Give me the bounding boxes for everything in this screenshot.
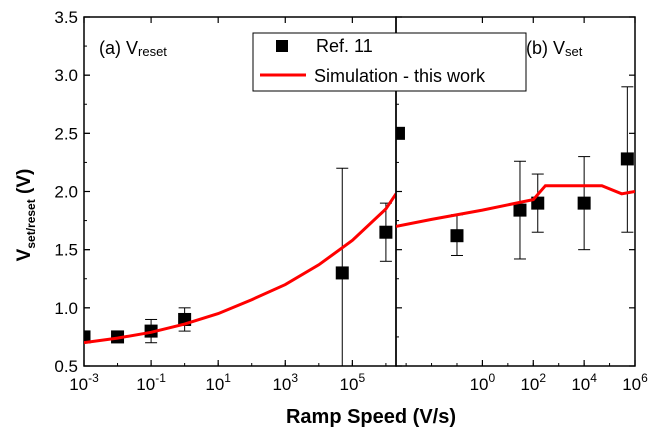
- x-tick-label: 103: [272, 371, 298, 394]
- y-axis-title-unit: (V): [14, 169, 35, 200]
- simulation-line: [84, 192, 396, 345]
- data-point: [450, 229, 464, 243]
- x-tick-label: 100: [470, 371, 496, 394]
- y-tick-label: 1.5: [54, 241, 78, 260]
- y-tick-label: 2.0: [54, 183, 78, 202]
- y-axis-title: Vset/reset (V): [14, 169, 38, 262]
- legend-box: [252, 32, 527, 92]
- x-tick-label: 105: [340, 371, 366, 394]
- data-point: [396, 126, 405, 140]
- data-point: [620, 152, 634, 166]
- legend-marker-square: [276, 40, 288, 52]
- data-point: [513, 203, 527, 217]
- x-tick-label: 106: [622, 371, 648, 394]
- x-tick-label: 104: [571, 371, 597, 394]
- x-tick-label: 10-3: [69, 371, 99, 394]
- y-tick-label: 2.5: [54, 124, 78, 143]
- simulation-line: [396, 184, 635, 228]
- data-point: [335, 266, 349, 280]
- panel-label: (a) Vreset: [99, 38, 167, 59]
- panel-label: (b) Vset: [526, 38, 583, 59]
- y-tick-label: 3.0: [54, 66, 78, 85]
- plot-area: [396, 86, 635, 260]
- data-point: [379, 225, 393, 239]
- x-tick-label: 102: [520, 371, 546, 394]
- y-tick-label: 1.0: [54, 299, 78, 318]
- y-axis-title-sub: set/reset: [24, 199, 38, 248]
- panel-a: 0.5 1.0 1.5 2.0 2.5 3.0 3.5 10-3 10-1 101 103 105 (a…: [54, 8, 397, 394]
- legend-label-ref: Ref. 11: [316, 36, 373, 56]
- plot-area: [84, 167, 396, 366]
- x-tick-label: 10-1: [136, 371, 166, 394]
- y-tick-label: 0.5: [54, 357, 78, 376]
- data-point: [84, 330, 91, 344]
- legend-label-simulation: Simulation - this work: [314, 66, 486, 86]
- x-tick-label: 101: [205, 371, 231, 394]
- panel-b: 100 102 104 106 (b) Vset: [395, 16, 648, 394]
- x-axis-title: Ramp Speed (V/s): [286, 406, 456, 428]
- y-tick-label: 3.5: [54, 8, 78, 27]
- legend: Ref. 11 Simulation - this work: [252, 32, 527, 92]
- data-point: [577, 196, 591, 210]
